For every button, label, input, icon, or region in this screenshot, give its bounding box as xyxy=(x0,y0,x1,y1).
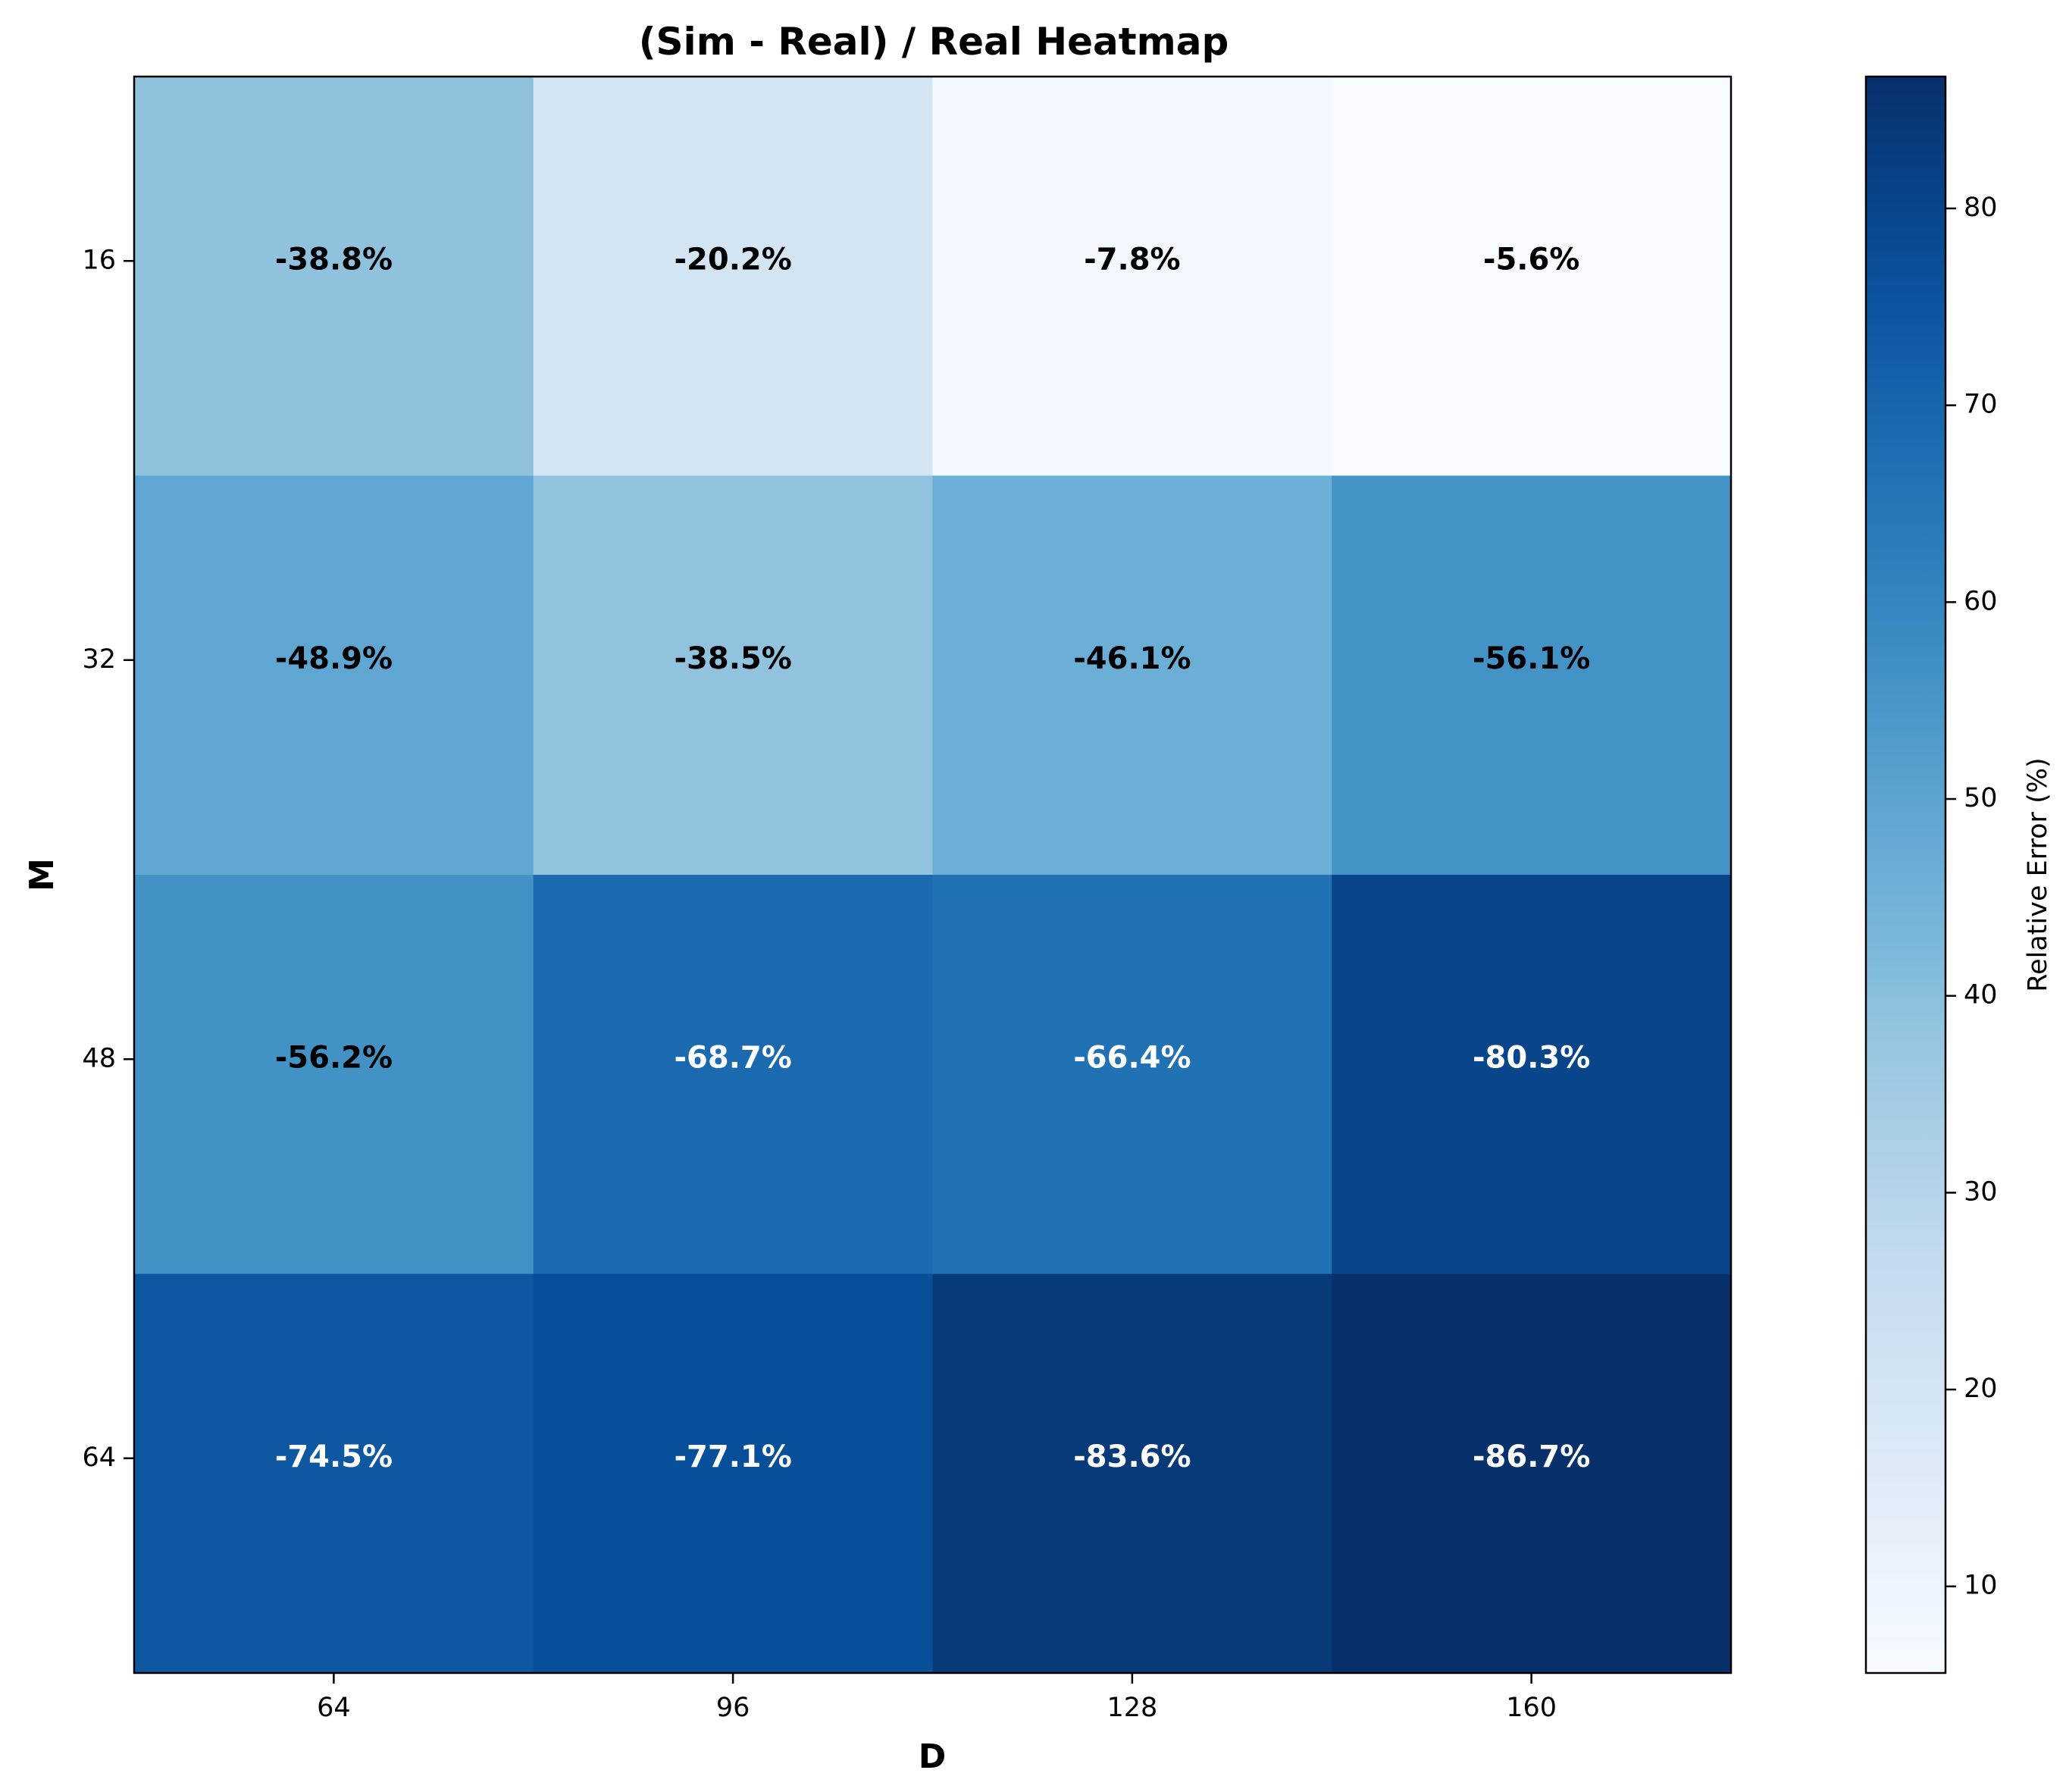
cell-value-label: -77.1% xyxy=(674,1440,791,1474)
y-tick-label: 48 xyxy=(82,1043,116,1073)
colorbar-tick-label: 50 xyxy=(1964,783,1998,813)
colorbar-tick-label: 70 xyxy=(1964,390,1998,420)
cell-value-label: -86.7% xyxy=(1473,1440,1590,1474)
heatmap-cell xyxy=(932,875,1332,1274)
heatmap-cell xyxy=(134,77,534,476)
colorbar-tick-label: 80 xyxy=(1964,193,1998,223)
cell-value-label: -83.6% xyxy=(1073,1440,1191,1474)
heatmap-cell xyxy=(134,475,534,876)
cell-value-label: -80.3% xyxy=(1473,1040,1590,1075)
chart-title: (Sim - Real) / Real Heatmap xyxy=(639,20,1229,64)
cell-value-label: -56.2% xyxy=(275,1040,393,1075)
cell-value-label: -38.8% xyxy=(275,242,393,277)
colorbar-ticks: 10 20 30 40 50 60 70 80 xyxy=(1945,193,1998,1601)
cell-value-label: -68.7% xyxy=(674,1040,791,1075)
x-axis-label: D xyxy=(919,1737,947,1776)
heatmap-cell xyxy=(134,1274,534,1674)
colorbar xyxy=(1864,75,1947,1675)
colorbar-tick-label: 40 xyxy=(1964,980,1998,1010)
y-tick-label: 16 xyxy=(82,245,116,275)
heatmap-cell xyxy=(134,875,534,1274)
heatmap-cell xyxy=(533,875,933,1274)
cell-value-label: -20.2% xyxy=(674,242,791,277)
heatmap-cell xyxy=(932,475,1332,876)
heatmap-cell xyxy=(533,77,933,476)
heatmap-cell xyxy=(533,1274,933,1674)
heatmap-cell xyxy=(932,1274,1332,1674)
colorbar-tick-label: 10 xyxy=(1964,1571,1998,1601)
cell-value-label: -74.5% xyxy=(275,1440,393,1474)
cell-value-label: -5.6% xyxy=(1483,242,1580,277)
colorbar-tick-label: 20 xyxy=(1964,1374,1998,1404)
x-tick-label: 96 xyxy=(716,1693,750,1723)
x-axis-ticks: 64 96 128 160 xyxy=(317,1673,1557,1723)
y-tick-label: 64 xyxy=(82,1443,116,1473)
x-tick-label: 64 xyxy=(317,1693,351,1723)
heatmap-cell xyxy=(932,77,1332,476)
heatmap-cell-labels: -38.8% -20.2% -7.8% -5.6% -48.9% -38.5% -46.1%… xyxy=(275,242,1591,1474)
cell-value-label: -56.1% xyxy=(1473,641,1590,676)
cell-value-label: -46.1% xyxy=(1073,641,1191,676)
x-tick-label: 128 xyxy=(1107,1693,1157,1723)
y-axis-ticks: 16 32 48 64 xyxy=(82,245,134,1473)
cell-value-label: -7.8% xyxy=(1084,242,1181,277)
colorbar-label: Relative Error (%) xyxy=(2023,757,2053,992)
cell-value-label: -38.5% xyxy=(674,641,791,676)
y-axis-label: M xyxy=(23,858,61,891)
plot-frame xyxy=(133,75,1733,1675)
colorbar-tick-label: 60 xyxy=(1964,586,1998,616)
heatmap-cell xyxy=(1332,475,1732,876)
cell-value-label: -66.4% xyxy=(1073,1040,1191,1075)
heatmap-cell xyxy=(533,475,933,876)
heatmap-cell xyxy=(1332,1274,1732,1674)
y-tick-label: 32 xyxy=(82,644,116,675)
heatmap-cell xyxy=(1332,875,1732,1274)
heatmap-cell xyxy=(1332,77,1732,476)
heatmap-cells xyxy=(134,77,1732,1674)
colorbar-tick-label: 30 xyxy=(1964,1176,1998,1207)
x-tick-label: 160 xyxy=(1506,1693,1557,1723)
cell-value-label: -48.9% xyxy=(275,641,393,676)
